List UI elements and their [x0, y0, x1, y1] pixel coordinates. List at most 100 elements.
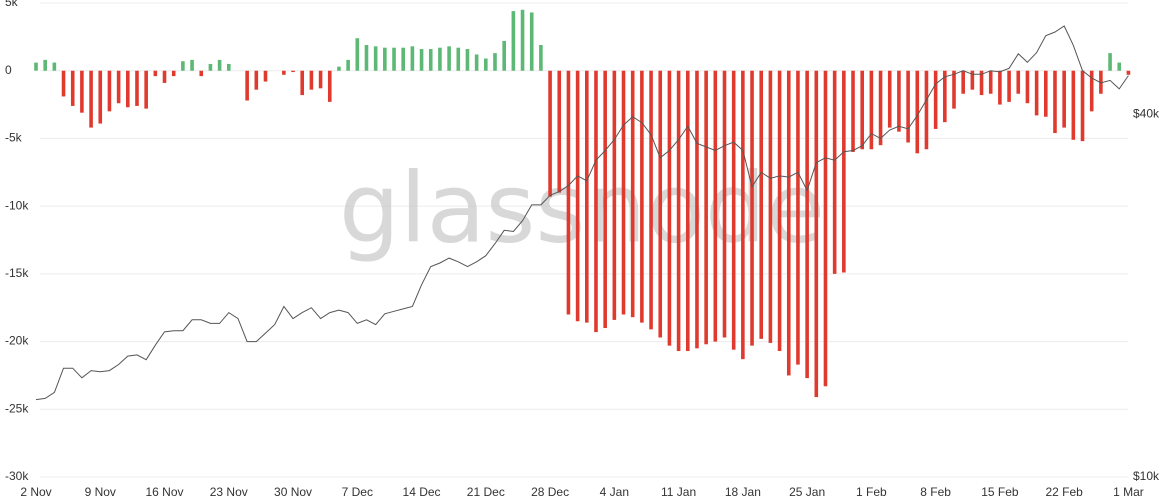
y-tick-label: -25k [5, 401, 29, 415]
bar [566, 70, 571, 315]
bar [254, 70, 259, 90]
bar [1025, 70, 1030, 104]
bar [842, 70, 846, 273]
bar [300, 70, 305, 96]
bar [447, 46, 451, 71]
bar [695, 70, 699, 349]
bar [832, 70, 837, 274]
bar [484, 58, 488, 71]
bar [768, 70, 773, 343]
bar [80, 70, 84, 113]
bar [658, 70, 663, 338]
bar [1117, 62, 1122, 71]
bar [851, 70, 855, 152]
bar [190, 59, 194, 71]
y-tick-label: -5k [5, 131, 23, 145]
bar [456, 47, 461, 71]
bar [1053, 70, 1057, 134]
bar [805, 70, 809, 379]
bar [520, 9, 525, 71]
bar [419, 49, 424, 71]
y-tick-label: -10k [5, 198, 29, 212]
bar [933, 70, 938, 129]
bar [796, 70, 800, 365]
bar [364, 44, 369, 71]
bar [162, 70, 167, 83]
x-tick-label: 16 Nov [146, 485, 184, 499]
x-tick-label: 14 Dec [403, 485, 441, 499]
bar [282, 70, 286, 75]
bar [786, 70, 791, 376]
bar [777, 70, 782, 352]
bar [1034, 70, 1039, 116]
bar [621, 70, 626, 315]
bar [1089, 70, 1094, 112]
bar [1016, 70, 1021, 94]
bar [107, 70, 112, 112]
y2-tick-label: $10k [1133, 469, 1160, 483]
bar [34, 62, 38, 71]
bar [52, 62, 57, 71]
bar [465, 49, 470, 71]
y-tick-label: -30k [5, 469, 29, 483]
bar [337, 66, 341, 71]
bar [952, 70, 956, 109]
bar [685, 70, 690, 352]
bar [245, 70, 249, 101]
x-tick-label: 28 Dec [531, 485, 569, 499]
bar [153, 70, 158, 77]
bar [750, 70, 754, 346]
x-tick-label: 1 Feb [856, 485, 887, 499]
bar [144, 70, 148, 109]
bar [539, 44, 543, 71]
x-tick-label: 23 Nov [210, 485, 248, 499]
bar [327, 70, 332, 102]
bar [126, 70, 130, 108]
y-tick-label: -15k [5, 266, 29, 280]
bar [924, 70, 929, 150]
x-tick-label: 30 Nov [274, 485, 312, 499]
bar [988, 70, 993, 94]
bar [1044, 70, 1048, 117]
bar [575, 70, 580, 322]
bar [915, 70, 920, 154]
bar [970, 70, 975, 90]
bar [612, 70, 617, 320]
bar [392, 47, 396, 71]
x-tick-label: 11 Jan [661, 485, 696, 499]
bar [309, 70, 314, 90]
bar [887, 70, 892, 128]
bar [116, 70, 121, 104]
bar [869, 70, 874, 150]
bar [878, 70, 883, 146]
bar [998, 70, 1002, 105]
x-tick-label: 8 Feb [920, 485, 951, 499]
bar [208, 63, 213, 71]
bar [355, 38, 360, 71]
bar [640, 70, 644, 323]
bar [585, 70, 589, 323]
bar [979, 70, 984, 96]
bar [759, 70, 764, 339]
bar [181, 61, 185, 71]
bar [557, 70, 562, 193]
bar [428, 49, 433, 71]
bar [1126, 70, 1131, 75]
bar [346, 59, 350, 71]
bar [171, 70, 176, 77]
bar [373, 46, 378, 71]
x-tick-label: 18 Jan [725, 485, 761, 499]
bar [722, 70, 727, 338]
bar [906, 70, 910, 143]
bar [318, 70, 323, 89]
bar [814, 70, 819, 398]
y-tick-label: 5k [5, 0, 19, 9]
bar [383, 47, 387, 71]
bar [43, 59, 47, 71]
y-tick-label: 0 [5, 63, 12, 77]
bar [217, 59, 222, 71]
bar [548, 70, 552, 197]
bar [61, 70, 66, 97]
bar [1071, 70, 1076, 140]
